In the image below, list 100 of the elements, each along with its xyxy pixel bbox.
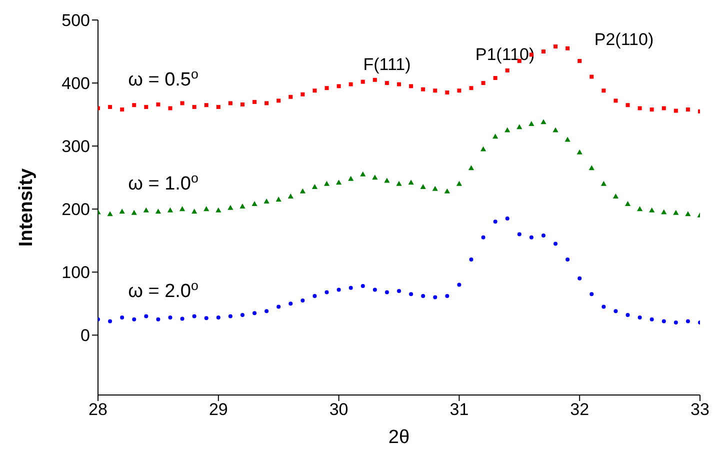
point	[360, 284, 365, 288]
point	[372, 288, 377, 292]
point	[360, 80, 365, 84]
point	[264, 198, 270, 204]
y-axis-title: Intensity	[16, 168, 37, 247]
point	[673, 210, 679, 215]
point	[554, 44, 558, 48]
point	[600, 180, 606, 186]
annotation: P1(110)	[475, 45, 535, 64]
point	[590, 74, 594, 79]
point	[155, 208, 161, 214]
point	[336, 288, 341, 292]
point	[554, 242, 558, 246]
point	[348, 82, 353, 86]
point	[396, 180, 402, 186]
point	[540, 119, 546, 124]
point	[192, 104, 196, 109]
point	[457, 88, 462, 93]
point	[119, 208, 125, 214]
x-axis-title: 2θ	[388, 427, 410, 448]
point	[324, 180, 330, 186]
point	[312, 184, 318, 190]
point	[492, 134, 498, 139]
y-tick-label: 500	[62, 11, 90, 30]
point	[216, 104, 220, 109]
point	[252, 100, 257, 104]
point	[348, 176, 354, 181]
x-tick-label: 31	[450, 400, 469, 420]
point	[686, 107, 690, 112]
point	[240, 102, 244, 106]
y-tick-label: 0	[80, 326, 90, 346]
point	[372, 78, 377, 82]
annotation: F(111)	[363, 55, 411, 74]
point	[252, 201, 258, 206]
point	[228, 101, 232, 106]
x-tick-label: 33	[690, 400, 710, 420]
y-tick-label: 100	[62, 263, 90, 282]
point	[288, 193, 294, 198]
point	[662, 319, 666, 324]
point	[409, 84, 414, 88]
y-tick-label: 300	[62, 137, 90, 156]
point	[216, 315, 220, 320]
point	[336, 180, 342, 185]
point	[624, 201, 631, 206]
point	[240, 312, 244, 317]
point	[144, 314, 148, 318]
point	[493, 76, 498, 80]
point	[336, 84, 341, 88]
x-tick-label: 32	[570, 400, 590, 420]
point	[192, 314, 196, 318]
point	[120, 107, 124, 112]
point	[432, 186, 438, 191]
point	[156, 317, 160, 322]
point	[638, 106, 642, 110]
point	[578, 58, 582, 63]
point	[661, 209, 667, 214]
point	[517, 232, 522, 236]
point	[397, 289, 401, 294]
point	[528, 120, 534, 126]
point	[433, 88, 438, 93]
point	[300, 298, 305, 302]
point	[590, 292, 594, 296]
point	[204, 103, 208, 108]
point	[541, 234, 546, 238]
point	[662, 106, 666, 110]
point	[228, 314, 232, 318]
point	[131, 210, 137, 215]
point	[372, 174, 378, 180]
point	[649, 207, 655, 212]
point	[614, 98, 618, 103]
point	[408, 180, 414, 185]
point	[143, 207, 149, 212]
point	[456, 180, 462, 186]
point	[264, 309, 269, 314]
point	[324, 86, 329, 90]
point	[614, 309, 618, 314]
point	[529, 235, 534, 240]
point	[120, 315, 124, 320]
point	[566, 46, 570, 50]
point	[288, 94, 293, 99]
point	[516, 124, 522, 130]
point	[132, 317, 136, 322]
annotation: P2(110)	[594, 30, 654, 49]
point	[108, 104, 112, 109]
point	[168, 106, 172, 110]
point	[588, 165, 594, 170]
point	[107, 211, 113, 216]
point	[167, 207, 174, 212]
series-label: ω = 0.5$^{o}$	[128, 66, 198, 91]
x-tick-label: 30	[329, 400, 348, 420]
point	[493, 220, 498, 224]
point	[602, 304, 606, 309]
point	[144, 104, 148, 109]
point	[276, 196, 282, 202]
point	[156, 102, 160, 106]
point	[576, 149, 582, 154]
point	[505, 216, 510, 221]
point	[168, 315, 172, 320]
point	[602, 88, 606, 93]
point	[276, 98, 281, 103]
